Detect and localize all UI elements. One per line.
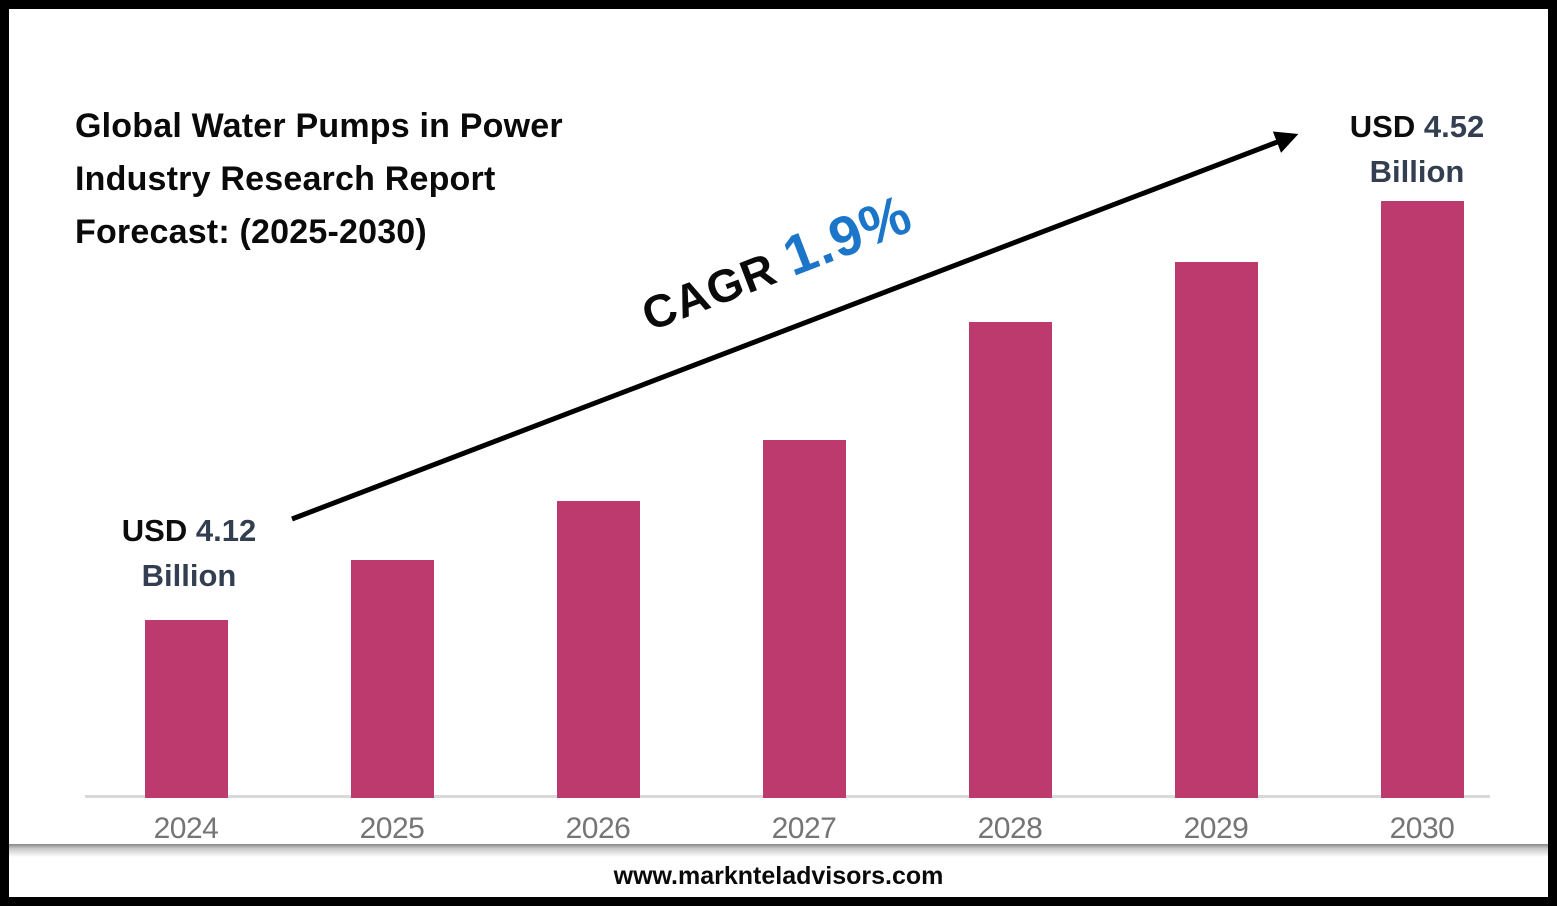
website-url: www.marknteladvisors.com — [613, 862, 944, 890]
x-axis-label-2025: 2025 — [359, 812, 425, 845]
bar-2026 — [556, 501, 640, 798]
footer: www.marknteladvisors.com — [0, 862, 1557, 891]
footer-shadow-divider — [9, 844, 1548, 857]
chart-title-line-1: Global Water Pumps in Power — [75, 107, 563, 145]
end-usd-prefix: USD — [1349, 109, 1424, 144]
end-value: 4.52 — [1423, 109, 1485, 144]
x-axis-label-2030: 2030 — [1389, 812, 1455, 845]
x-axis-label-2026: 2026 — [565, 812, 631, 845]
x-axis-label-2028: 2028 — [977, 812, 1043, 845]
chart-title-line-2: Industry Research Report — [75, 160, 496, 198]
bar-2028 — [968, 322, 1052, 798]
start-value-line: USD 4.12 — [24, 508, 354, 553]
end-value-line: USD 4.52 — [1252, 104, 1557, 149]
bar-2024 — [144, 620, 228, 798]
start-usd-prefix: USD — [121, 513, 196, 548]
x-axis-label-2024: 2024 — [153, 812, 219, 845]
chart-title-line-3: Forecast: (2025-2030) — [75, 213, 427, 251]
bar-2030 — [1380, 201, 1464, 798]
x-axis-label-2029: 2029 — [1183, 812, 1249, 845]
end-value-label: USD 4.52 Billion — [1252, 104, 1557, 194]
bar-2027 — [762, 440, 846, 798]
bar-2025 — [350, 560, 434, 798]
bar-2029 — [1174, 262, 1258, 798]
chart-title: Global Water Pumps in Power Industry Res… — [75, 100, 715, 259]
start-value: 4.12 — [195, 513, 257, 548]
x-axis-label-2027: 2027 — [771, 812, 837, 845]
end-unit: Billion — [1369, 154, 1465, 189]
start-value-label: USD 4.12 Billion — [24, 508, 354, 598]
start-unit: Billion — [141, 558, 237, 593]
